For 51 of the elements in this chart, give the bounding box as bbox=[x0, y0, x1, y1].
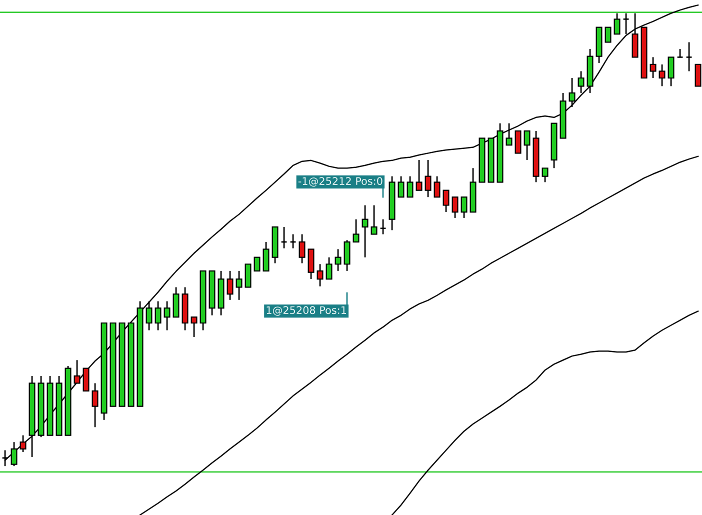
candlestick bbox=[244, 264, 252, 288]
candlestick bbox=[370, 204, 378, 235]
candlestick bbox=[604, 26, 612, 43]
candlestick bbox=[164, 300, 170, 331]
candlestick bbox=[226, 270, 234, 301]
candlestick bbox=[452, 196, 458, 219]
candlestick bbox=[514, 130, 522, 154]
candlestick bbox=[650, 56, 656, 79]
candlestick bbox=[308, 248, 314, 280]
candlestick bbox=[82, 368, 90, 392]
candlestick bbox=[298, 234, 306, 264]
candlestick bbox=[694, 64, 702, 87]
candlestick bbox=[236, 270, 242, 301]
candlestick bbox=[542, 167, 548, 183]
candlestick bbox=[344, 239, 350, 272]
candlestick bbox=[398, 176, 404, 198]
candlestick bbox=[668, 56, 674, 87]
candlestick bbox=[686, 42, 692, 72]
candlestick bbox=[424, 159, 432, 198]
candlestick bbox=[416, 159, 422, 192]
candlestick bbox=[280, 226, 288, 249]
candlestick bbox=[92, 382, 98, 428]
candlestick bbox=[362, 204, 368, 258]
candlestick bbox=[460, 196, 468, 219]
candlestick bbox=[622, 12, 630, 35]
candlestick bbox=[254, 256, 260, 272]
candlestick bbox=[434, 176, 440, 198]
candlestick bbox=[146, 300, 152, 331]
candlestick bbox=[506, 122, 512, 146]
candlestick bbox=[74, 359, 80, 384]
annotation: 1@25208 Pos:1 bbox=[266, 306, 346, 316]
annotation: -1@25212 Pos:0 bbox=[298, 177, 382, 187]
candlestick bbox=[658, 64, 666, 87]
candlestick bbox=[406, 176, 414, 198]
candlestick bbox=[524, 130, 530, 161]
candlestick bbox=[190, 316, 198, 338]
candlestick bbox=[172, 286, 180, 318]
candlestick bbox=[380, 218, 386, 235]
candlestick bbox=[334, 248, 342, 272]
candlestick bbox=[352, 218, 360, 243]
candlestick bbox=[326, 256, 332, 280]
candlestick bbox=[442, 190, 450, 213]
candlestick bbox=[262, 241, 270, 272]
candlestick bbox=[614, 12, 620, 35]
candlestick bbox=[316, 263, 324, 288]
candlestick bbox=[578, 70, 584, 94]
candlestick bbox=[290, 234, 296, 249]
candlestick bbox=[568, 77, 576, 108]
candlestick bbox=[154, 300, 162, 331]
candlestick bbox=[632, 12, 638, 58]
candlestick bbox=[20, 434, 26, 453]
